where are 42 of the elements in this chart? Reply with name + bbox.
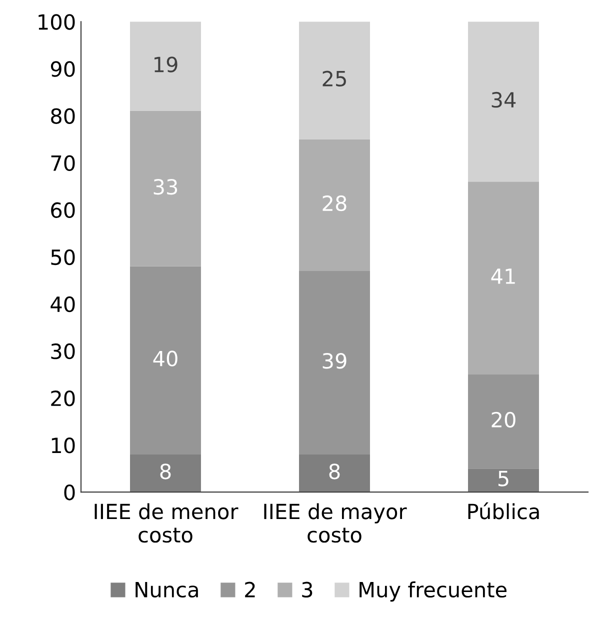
bar: [299, 139, 370, 271]
y-tick-label: 0: [64, 484, 75, 500]
bar: [468, 22, 539, 182]
data-label: 20: [492, 412, 516, 428]
x-tick-label: Pública: [468, 502, 539, 520]
bar: [130, 22, 201, 112]
bar: [299, 22, 370, 140]
legend-label: Nunca: [136, 582, 198, 598]
x-tick-label: IIEE de mayor costo: [264, 503, 407, 543]
data-label: 19: [154, 56, 178, 72]
bar: [468, 468, 539, 492]
bar: [299, 454, 370, 492]
bar: [130, 266, 201, 454]
y-tick-label: 50: [51, 249, 75, 266]
bar: [468, 374, 539, 469]
bar: [468, 182, 539, 374]
legend-label: Muy frecuente: [360, 581, 507, 602]
data-label: 5: [498, 470, 508, 486]
x-tick-label: IIEE de menor costo: [94, 503, 238, 543]
y-tick-label: 20: [51, 390, 75, 406]
y-tick-label: 40: [50, 296, 75, 312]
bar: [130, 111, 201, 266]
data-label: 41: [491, 268, 515, 284]
data-label: 25: [322, 70, 346, 87]
y-tick-label: 90: [50, 61, 75, 77]
data-label: 39: [322, 353, 346, 369]
y-tick-label: 70: [51, 155, 75, 172]
data-label: 8: [329, 464, 340, 480]
data-label: 34: [492, 92, 516, 108]
data-label: 40: [153, 350, 178, 366]
data-label: 33: [154, 178, 178, 195]
y-tick-label: 80: [51, 108, 75, 124]
y-tick-label: 30: [51, 343, 75, 360]
y-tick-label: 60: [51, 202, 75, 218]
legend-label: 3: [302, 582, 312, 598]
y-tick-label: 10: [52, 438, 75, 454]
y-tick-label: 100: [38, 14, 75, 30]
data-label: 28: [322, 195, 346, 212]
legend-label: 2: [245, 582, 255, 598]
bar: [299, 271, 370, 454]
bar: [130, 454, 201, 492]
data-label: 8: [160, 464, 171, 480]
